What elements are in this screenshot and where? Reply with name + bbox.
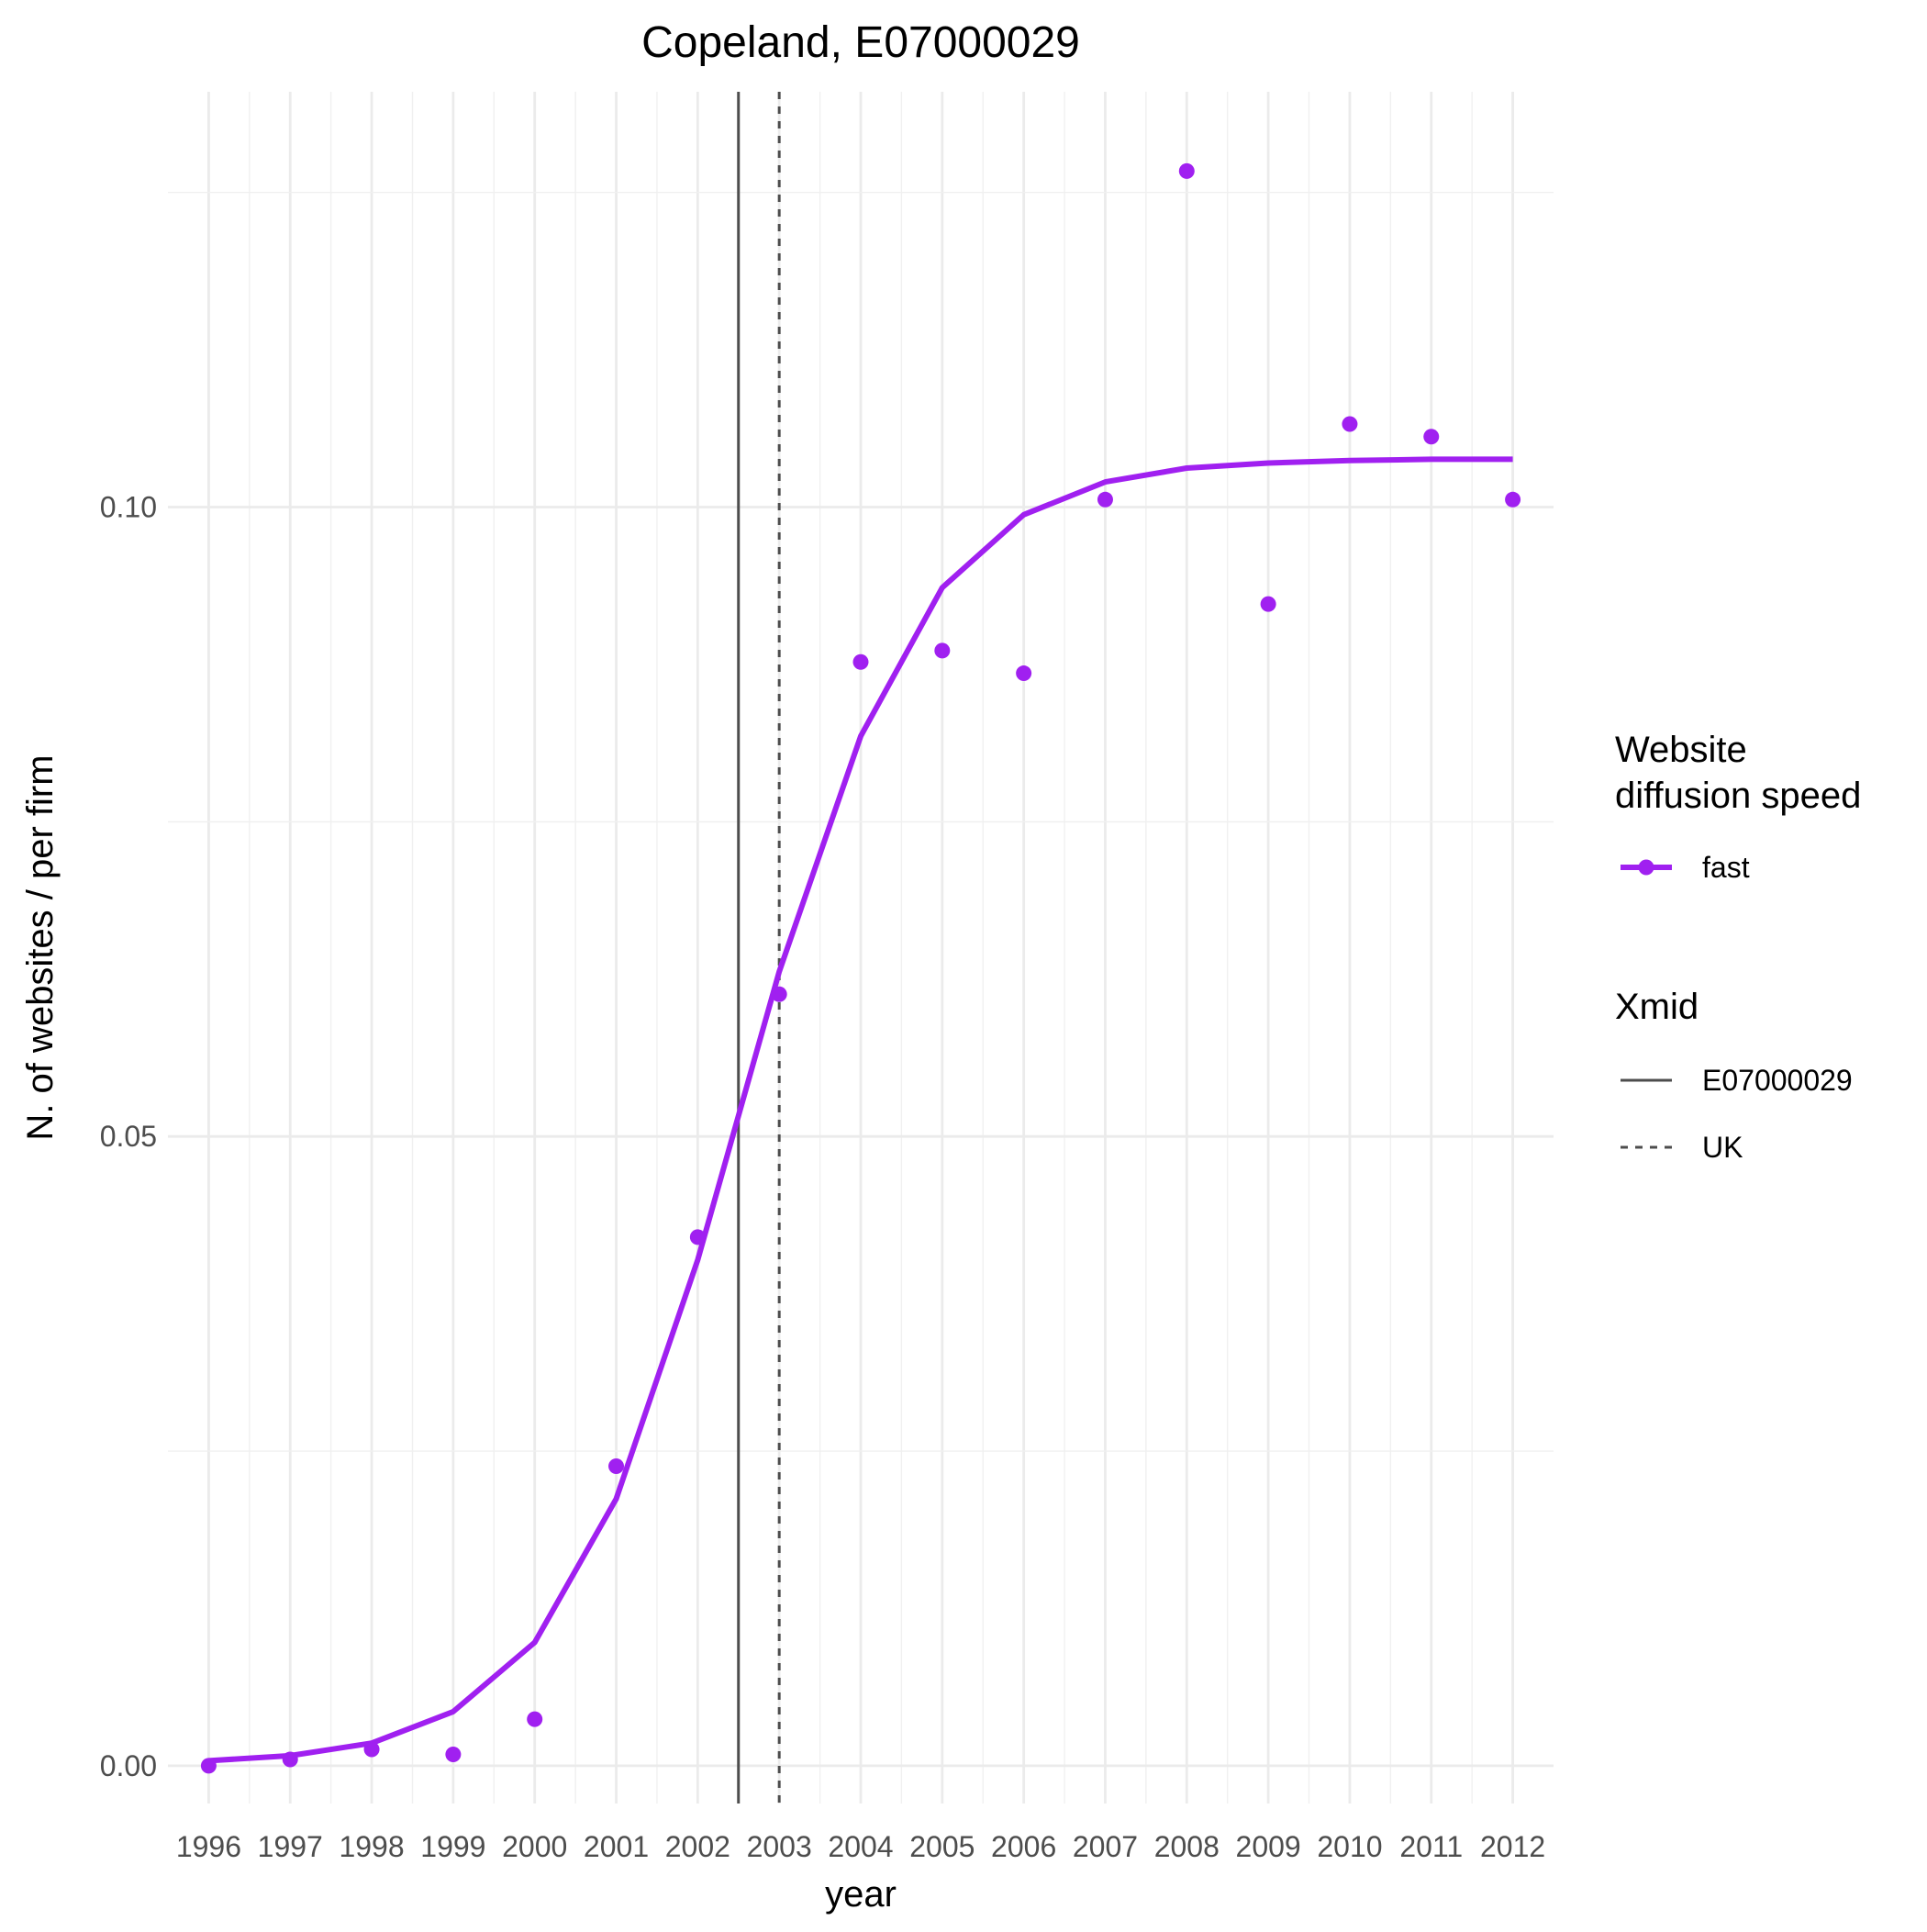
reference-lines	[737, 92, 781, 1804]
y-axis-title: N. of websites / per firm	[20, 754, 61, 1140]
y-tick-label: 0.10	[100, 491, 157, 524]
legend: Website diffusion speed fast Xmid E07000029 U…	[1615, 730, 1861, 1164]
data-point	[527, 1711, 543, 1727]
axes: 1996 1997 1998 1999 2000 2001 2002 2003 2004 2005…	[100, 491, 1545, 1863]
fit-line-fast	[208, 456, 1513, 1764]
data-point	[200, 1758, 217, 1774]
data-point	[852, 653, 869, 670]
x-tick-label: 2000	[502, 1830, 567, 1863]
legend-key-point	[1638, 859, 1654, 876]
y-tick-label: 0.00	[100, 1749, 157, 1782]
data-point	[282, 1751, 298, 1768]
data-point	[1505, 491, 1521, 508]
data-point	[363, 1741, 380, 1758]
x-tick-label: 1997	[258, 1830, 323, 1863]
data-points	[200, 162, 1521, 1774]
x-tick-label: 2009	[1236, 1830, 1301, 1863]
y-tick-label: 0.05	[100, 1120, 157, 1153]
x-tick-label: 2001	[584, 1830, 649, 1863]
fitted-curve	[208, 456, 1513, 1764]
x-tick-label: 2002	[665, 1830, 730, 1863]
x-tick-label: 1996	[176, 1830, 241, 1863]
x-axis-title: year	[825, 1874, 897, 1915]
data-point	[1097, 491, 1113, 508]
legend-title-line: Website	[1615, 730, 1747, 770]
legend-label: fast	[1702, 851, 1750, 884]
x-tick-label: 2011	[1399, 1830, 1463, 1863]
x-tick-label: 2004	[828, 1830, 893, 1863]
data-point	[1342, 416, 1358, 432]
data-point	[1260, 596, 1276, 612]
data-point	[1016, 665, 1032, 682]
x-tick-label: 2006	[991, 1830, 1056, 1863]
data-point	[771, 986, 787, 1002]
x-tick-label: 2005	[909, 1830, 975, 1863]
legend-title-line: diffusion speed	[1615, 776, 1861, 816]
x-tick-label: 2003	[747, 1830, 812, 1863]
x-tick-label: 2012	[1480, 1830, 1545, 1863]
legend-label: UK	[1702, 1131, 1743, 1164]
legend-label: E07000029	[1702, 1064, 1853, 1097]
data-point	[1423, 429, 1440, 445]
x-tick-label: 1999	[420, 1830, 485, 1863]
chart-title: Copeland, E07000029	[641, 18, 1080, 67]
grid	[168, 92, 1554, 1804]
x-tick-label: 1998	[339, 1830, 404, 1863]
x-tick-label: 2010	[1317, 1830, 1382, 1863]
x-tick-label: 2008	[1154, 1830, 1220, 1863]
x-tick-label: 2007	[1073, 1830, 1138, 1863]
legend-title-line: Xmid	[1615, 987, 1699, 1027]
data-point	[445, 1747, 462, 1763]
data-point	[608, 1457, 625, 1474]
data-point	[689, 1229, 706, 1245]
data-point	[1178, 162, 1195, 179]
data-point	[934, 642, 951, 659]
